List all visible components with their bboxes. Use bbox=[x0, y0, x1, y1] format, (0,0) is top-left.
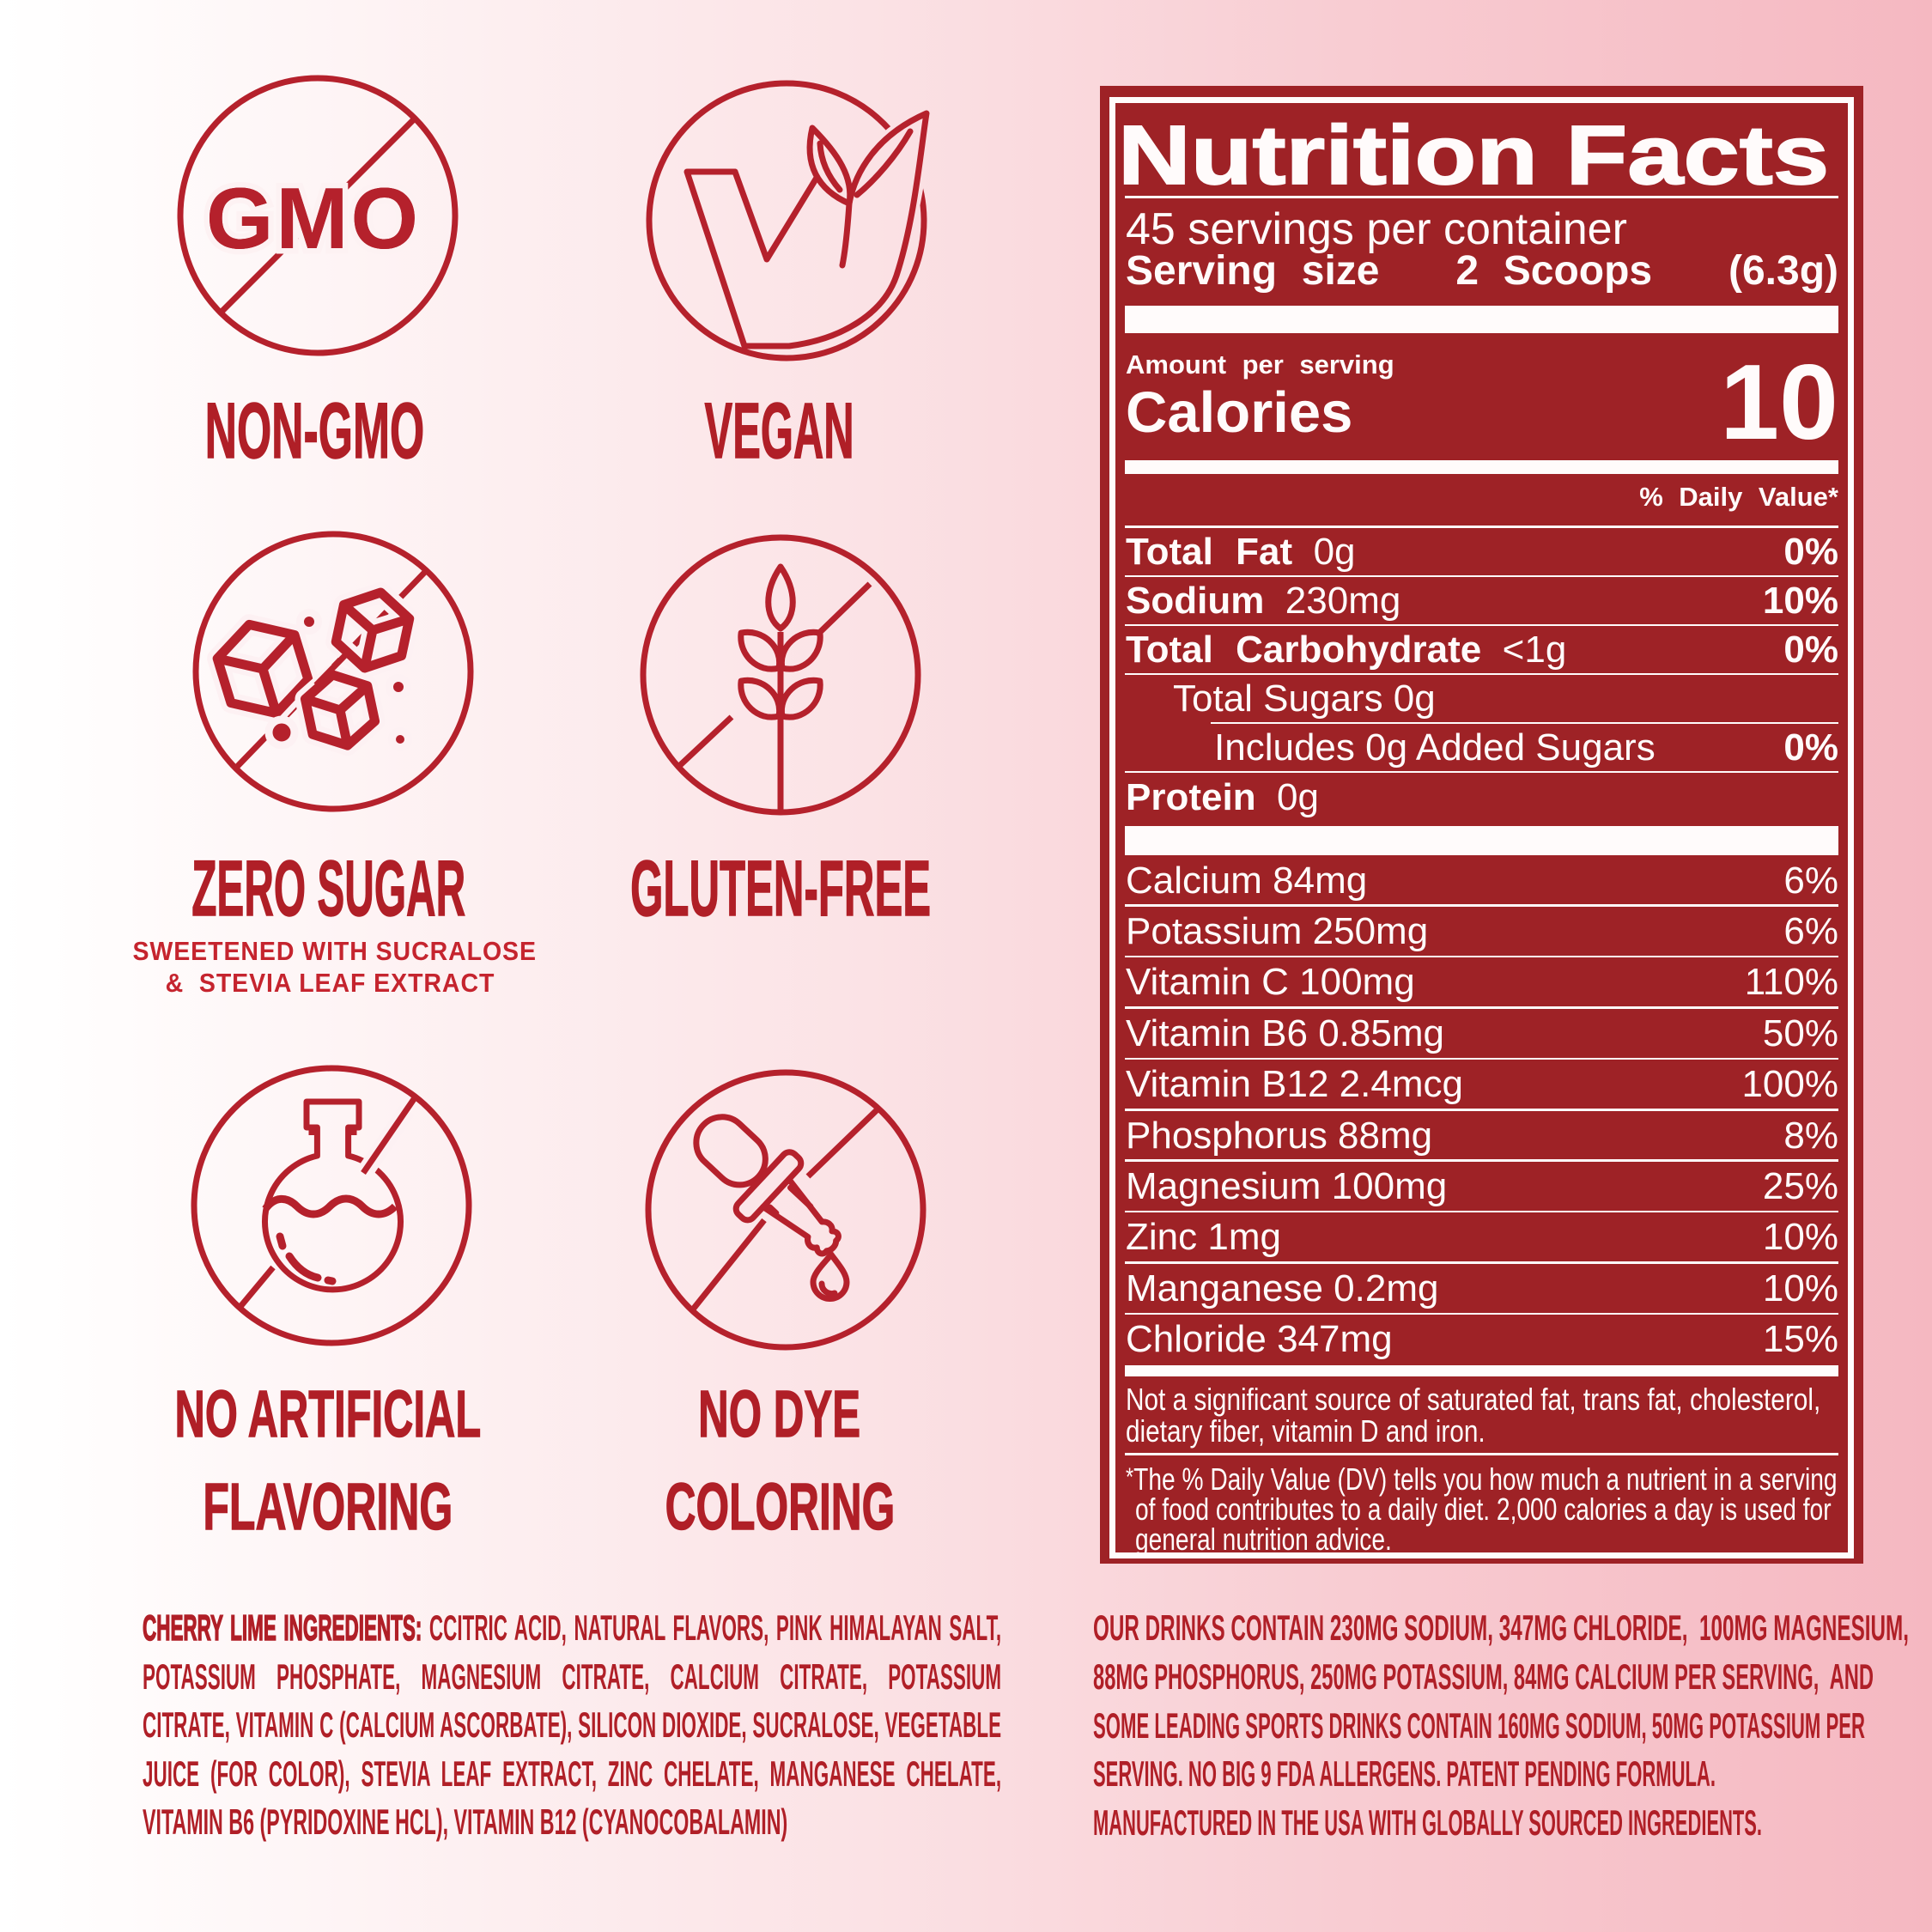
svg-text:GMO: GMO bbox=[206, 171, 421, 267]
svg-text:GMO: GMO bbox=[206, 171, 421, 267]
